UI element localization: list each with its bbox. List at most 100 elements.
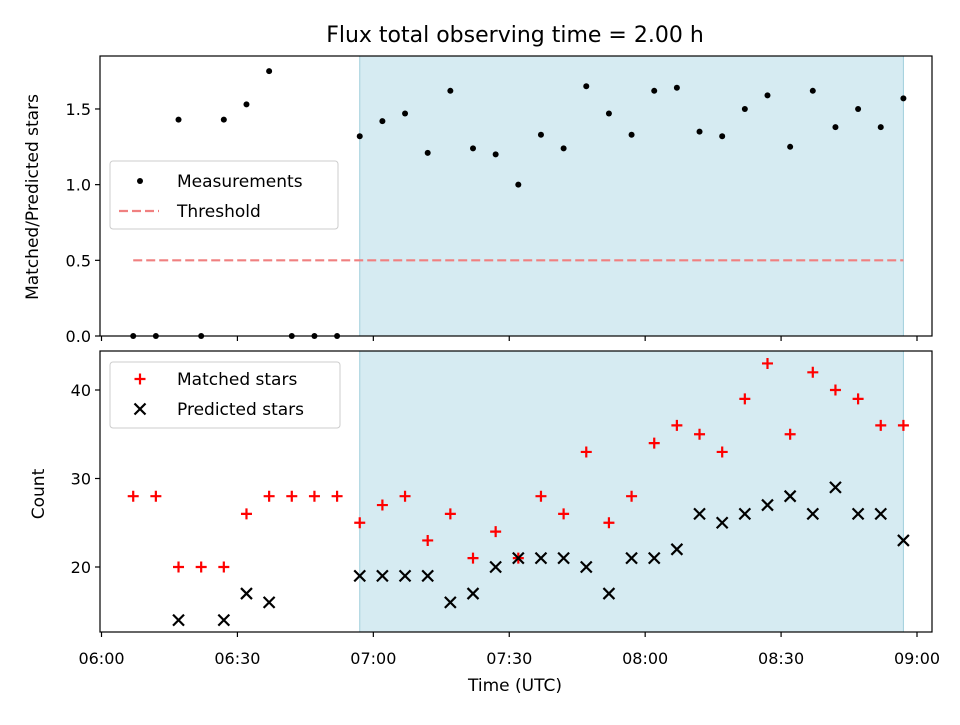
data-point (354, 517, 366, 529)
data-point (173, 561, 185, 573)
data-point (399, 490, 411, 502)
data-point (671, 419, 683, 431)
data-point (784, 428, 796, 440)
data-point (262, 596, 276, 609)
data-point (719, 133, 726, 140)
data-point (647, 551, 661, 565)
data-point (490, 526, 502, 538)
data-point (783, 489, 797, 503)
data-point (602, 587, 616, 600)
legend-swatch (134, 373, 146, 385)
data-point (741, 105, 748, 112)
chart-title: Flux total observing time = 2.00 h (326, 23, 704, 48)
y-tick-label: 1.0 (66, 176, 91, 195)
data-point (376, 569, 389, 583)
x-tick-label: 06:30 (214, 649, 260, 668)
legend-label: Predicted stars (177, 400, 304, 420)
data-point (492, 151, 499, 158)
data-point (424, 149, 431, 156)
axes-frame (99, 55, 933, 337)
y-tick-label: 1.5 (66, 100, 91, 119)
data-point (240, 508, 252, 520)
data-point (470, 145, 477, 152)
data-point (127, 490, 139, 502)
data-point (787, 143, 794, 150)
data-point (829, 384, 841, 396)
data-point (673, 84, 680, 91)
x-tick-label: 08:00 (622, 649, 668, 668)
data-point (557, 551, 570, 565)
data-point (286, 490, 298, 502)
data-point (832, 124, 839, 131)
x-tick-label: 07:00 (350, 649, 396, 668)
data-point (218, 561, 230, 573)
data-point (515, 181, 522, 188)
x-tick-label: 08:30 (758, 649, 804, 668)
x-tick-label: 09:00 (894, 649, 940, 668)
legend: Measurements Threshold (109, 160, 339, 230)
data-point (172, 613, 185, 627)
legend-swatch (137, 178, 143, 184)
data-point (897, 534, 910, 547)
bottom-panel: 20 30 40 Matched stars Predicted stars 06:00 0… (71, 350, 940, 668)
data-point (421, 569, 434, 583)
top-panel: 0.0 0.5 1.0 1.5 Measurements Threshold (66, 55, 933, 346)
data-point (263, 490, 275, 502)
data-point (806, 507, 820, 521)
legend: Matched stars Predicted stars (109, 361, 341, 429)
data-point (150, 490, 162, 502)
data-point (852, 393, 864, 405)
data-point (466, 587, 480, 600)
data-point (512, 551, 525, 565)
data-point (897, 419, 909, 431)
legend-label: Threshold (176, 202, 261, 222)
data-point (603, 517, 615, 529)
x-axis-label: Time (UTC) (467, 676, 562, 696)
data-point (402, 110, 409, 117)
data-point (651, 87, 658, 94)
data-point (739, 393, 751, 405)
data-point (558, 508, 570, 520)
data-point (900, 95, 907, 102)
data-point (809, 87, 816, 94)
data-point (855, 105, 862, 112)
y-tick-label: 0.5 (66, 251, 91, 270)
data-point (626, 490, 638, 502)
data-point (716, 446, 728, 458)
data-point (243, 101, 250, 108)
data-point (851, 507, 865, 521)
data-point (670, 543, 684, 556)
data-point (693, 507, 706, 521)
data-point (353, 569, 367, 583)
data-point (580, 446, 592, 458)
legend-label: Measurements (177, 172, 303, 192)
data-point (240, 587, 253, 600)
data-point (625, 551, 638, 565)
y-tick-label: 30 (71, 470, 91, 489)
data-point (874, 507, 888, 521)
data-point (829, 481, 842, 494)
data-point (583, 83, 590, 90)
legend-box (109, 361, 341, 429)
data-point (761, 498, 774, 512)
data-point (807, 366, 819, 378)
data-point (398, 569, 412, 583)
y-tick-label: 20 (71, 558, 91, 577)
top-y-axis-label: Matched/Predicted stars (23, 94, 43, 300)
data-point (537, 131, 544, 138)
data-point (308, 490, 320, 502)
data-point (331, 490, 343, 502)
data-point (447, 87, 454, 94)
data-point (489, 560, 502, 574)
data-point (738, 507, 752, 521)
data-point (579, 560, 593, 574)
data-point (266, 68, 273, 75)
data-point (444, 508, 456, 520)
x-tick-label: 06:00 (78, 649, 124, 668)
data-point (444, 596, 457, 609)
data-point (195, 561, 207, 573)
data-point (715, 516, 729, 530)
x-tick-label: 07:30 (486, 649, 532, 668)
legend-swatch (133, 402, 147, 416)
